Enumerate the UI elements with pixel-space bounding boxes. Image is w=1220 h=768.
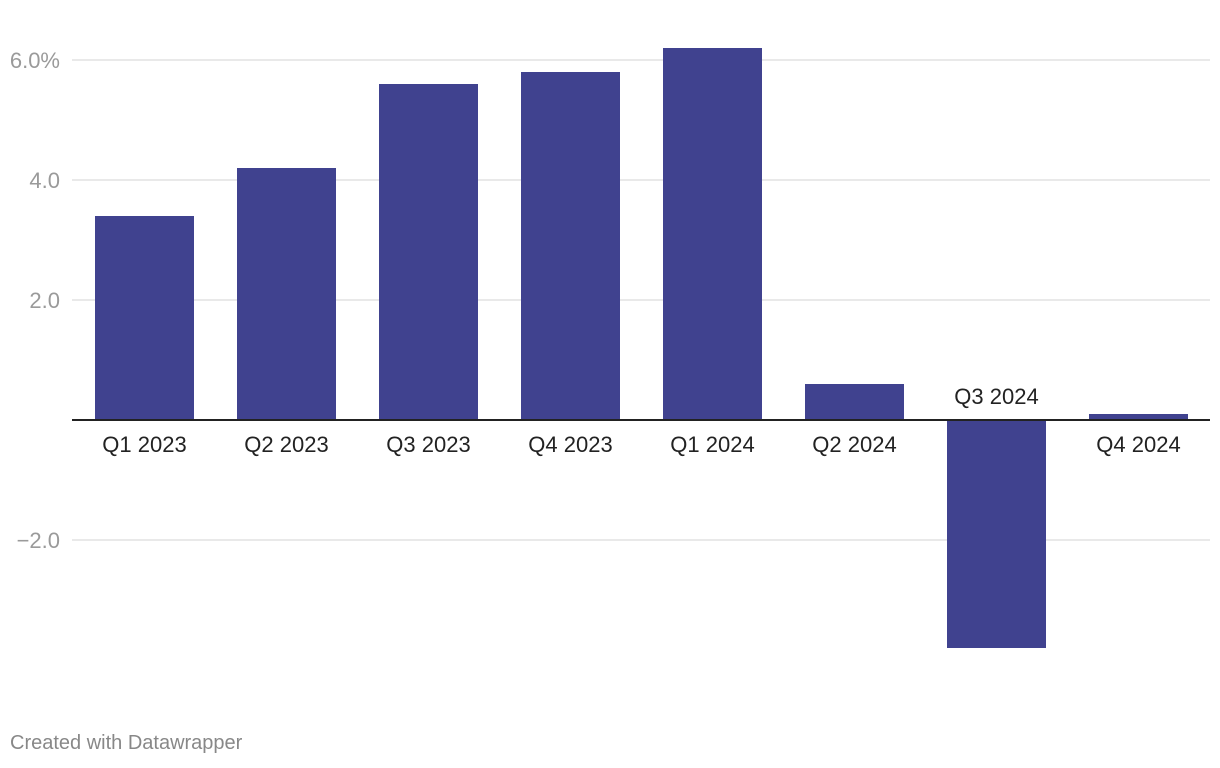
- y-tick-label: −2.0: [17, 528, 60, 553]
- bars: [95, 48, 1188, 648]
- bar: [237, 168, 336, 420]
- bar: [379, 84, 478, 420]
- bar: [947, 420, 1046, 648]
- bar: [95, 216, 194, 420]
- category-label: Q2 2024: [812, 432, 896, 457]
- bar: [1089, 414, 1188, 420]
- credit-text: Created with Datawrapper: [10, 732, 243, 754]
- bar: [521, 72, 620, 420]
- bar-chart: Q1 2023 Q2 2023 Q3 2023 Q4 2023 Q1 2024 Q2 20…: [10, 48, 1210, 648]
- y-axis-tick-labels: 6.0% 4.0 2.0 −2.0: [10, 48, 60, 553]
- y-tick-label: 2.0: [29, 288, 60, 313]
- y-tick-label: 6.0%: [10, 48, 60, 73]
- bar: [663, 48, 762, 420]
- bar: [805, 384, 904, 420]
- category-label: Q4 2023: [528, 432, 612, 457]
- category-labels: Q1 2023 Q2 2023 Q3 2023 Q4 2023 Q1 2024 Q2 20…: [102, 384, 1180, 457]
- category-label: Q2 2023: [244, 432, 328, 457]
- category-label: Q3 2024: [954, 384, 1038, 409]
- category-label: Q1 2023: [102, 432, 186, 457]
- category-label: Q3 2023: [386, 432, 470, 457]
- category-label: Q1 2024: [670, 432, 754, 457]
- y-tick-label: 4.0: [29, 168, 60, 193]
- category-label: Q4 2024: [1096, 432, 1180, 457]
